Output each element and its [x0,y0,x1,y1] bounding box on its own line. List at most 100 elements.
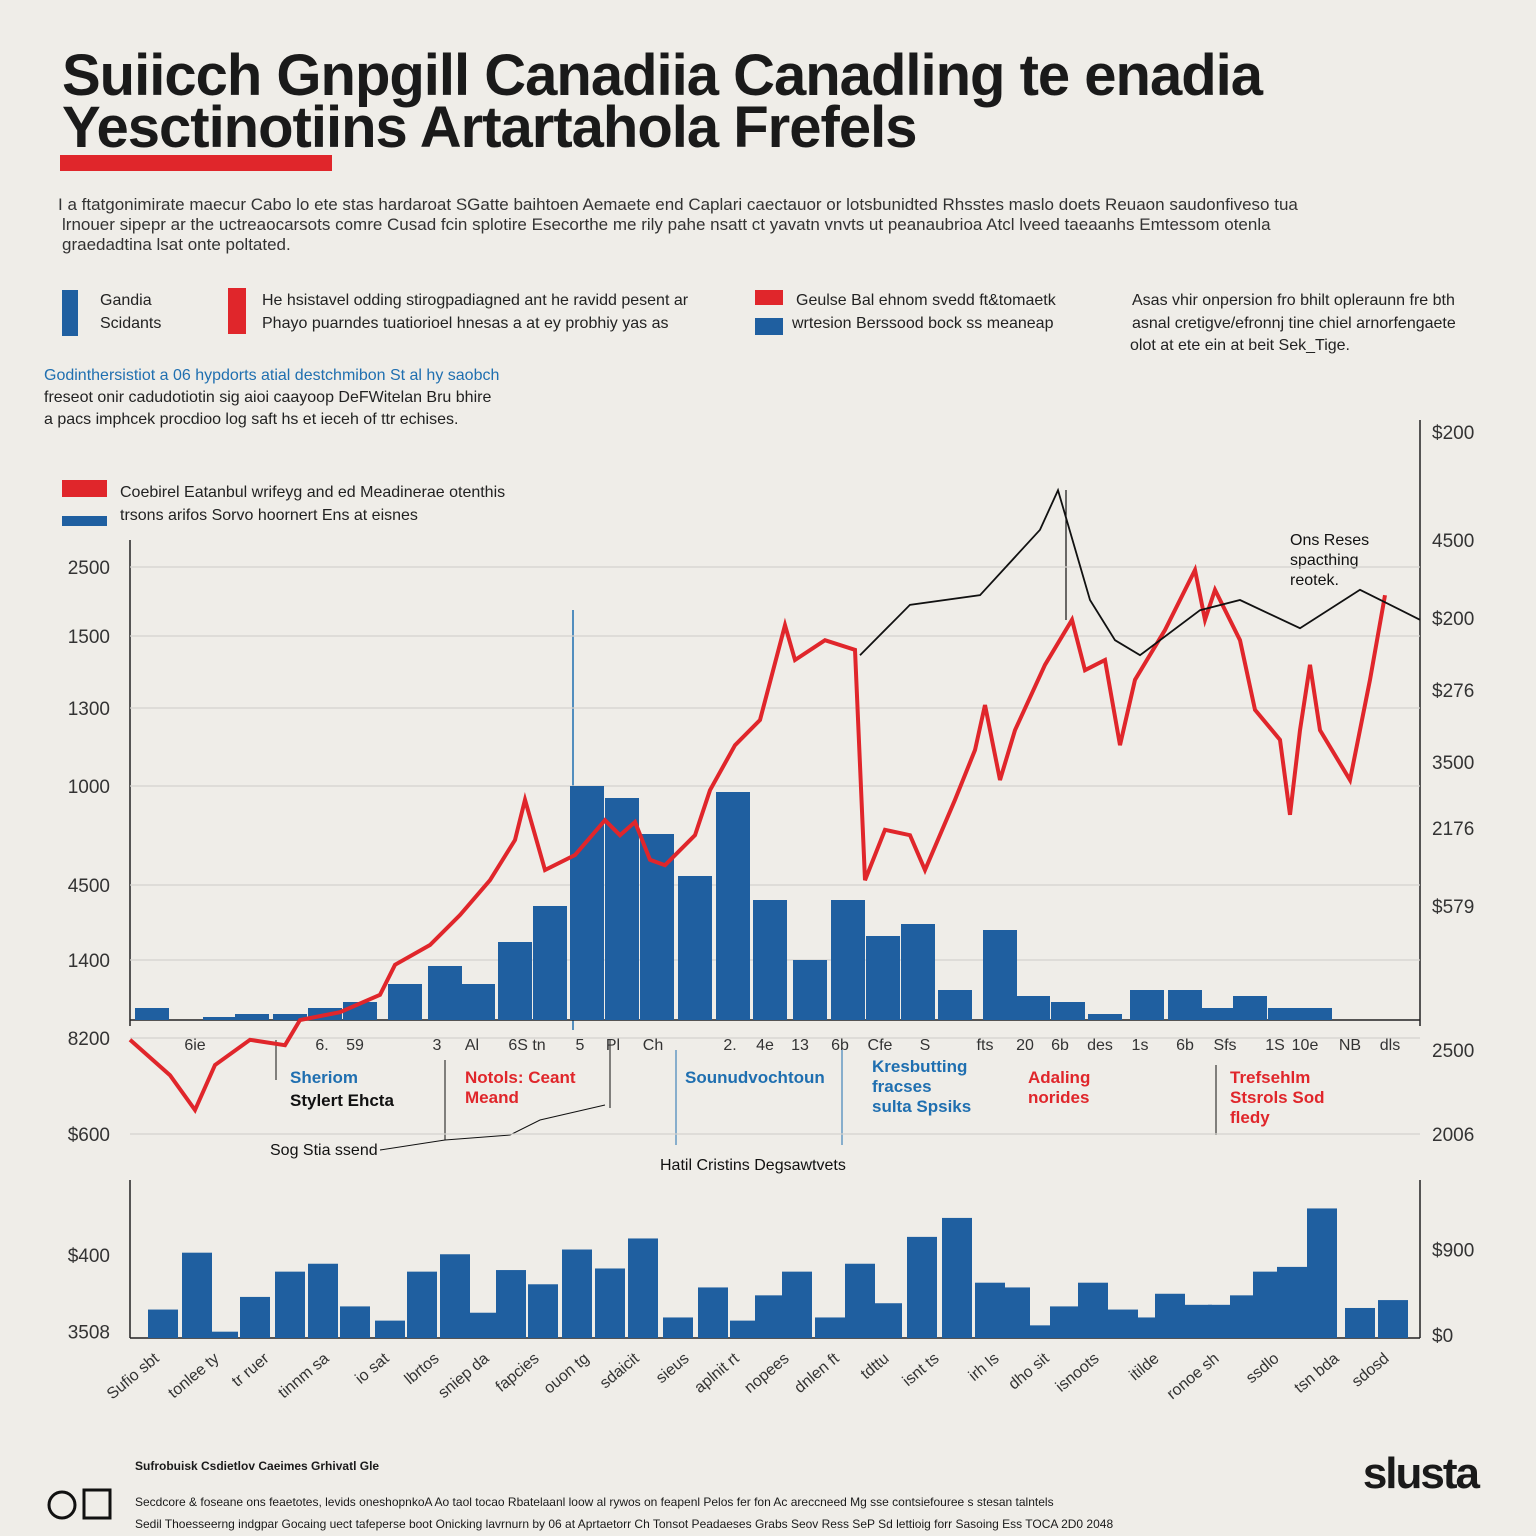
bar [388,984,422,1020]
x-tick-label: 6S tn [508,1037,545,1054]
x-tick-label: NB [1339,1037,1361,1054]
x-tick-label: 20 [1016,1037,1034,1054]
legend-swatch [62,290,78,336]
x-tick-label: 6b [1051,1037,1069,1054]
bar [208,1331,238,1338]
bar [562,1249,592,1338]
title-underline [60,155,332,171]
y-tick-label: 2500 [68,558,110,579]
bar [663,1317,693,1338]
line [859,487,1421,657]
paragraph-line: lrnouer sipepr ar the uctreaocarsots com… [62,215,1271,234]
bar [308,1263,338,1338]
bar [182,1252,212,1338]
x-tick-label: 6b [831,1037,849,1054]
bar [275,1271,305,1338]
bar [872,1303,902,1338]
bar [1130,1317,1160,1338]
bar [1050,1306,1080,1338]
annotation: Notols: Ceant [465,1068,576,1087]
bar [440,1254,470,1338]
bar [753,900,787,1020]
bar [1155,1293,1185,1338]
bar [845,1263,875,1338]
bar [907,1236,937,1338]
bar [640,834,674,1020]
legend-text: Asas vhir onpersion fro bhilt opleraunn … [1132,292,1455,309]
x-tick-label: 1S [1265,1037,1285,1054]
annotation: Stylert Ehcta [290,1091,394,1110]
y2-tick-label: $200 [1432,423,1474,444]
bar [595,1268,625,1338]
bar [730,1320,760,1338]
legend-swatch [62,516,107,526]
x-tick-label: 59 [346,1037,364,1054]
x-tick-label: Pl [606,1037,620,1054]
bar [1298,1008,1332,1020]
legend-text: Gandia [100,292,152,309]
annotation: Hatil Cristins Degsawtvets [660,1157,846,1174]
annotation: Ons Reses [1290,532,1369,549]
note-line: a pacs imphcek procdioo log saft hs et i… [44,411,458,428]
y-tick-label: 3508 [68,1323,110,1344]
annotation: Meand [465,1088,519,1107]
x-tick-label: S [920,1037,931,1054]
bar [496,1270,526,1338]
annotation: fracses [872,1077,932,1096]
legend-text: Scidants [100,315,161,332]
bar [628,1238,658,1338]
y2-tick-label: $276 [1432,681,1474,702]
annotation: spacthing [1290,552,1359,569]
y-tick-label: 1400 [68,951,110,972]
x-tick-label: fts [977,1037,994,1054]
paragraph-line: I a ftatgonimirate maecur Cabo lo ete st… [58,195,1298,214]
bar [203,1017,237,1020]
bar [1268,1008,1302,1020]
x-tick-label: Ch [643,1037,663,1054]
bar [498,942,532,1020]
footer-icon [47,1488,112,1520]
bar [1182,1304,1212,1338]
bar [1016,996,1050,1020]
bar [1345,1307,1375,1338]
annotation: Adaling [1028,1068,1090,1087]
bar [1088,1014,1122,1020]
legend-text: asnal cretigve/efronnj tine chiel arnorf… [1132,315,1456,332]
legend-text: Geulse Bal ehnom svedd ft&tomaetk [796,292,1057,309]
x-tick-label: 10e [1292,1037,1319,1054]
bar [135,1008,169,1020]
y-tick-label: $400 [68,1246,110,1267]
x-tick-label: 4e [756,1037,774,1054]
bar [831,900,865,1020]
bar [468,1312,498,1338]
legend-swatch [228,288,246,334]
bar [1025,1325,1055,1338]
bar [716,792,750,1020]
y2-tick-label: 2006 [1432,1125,1474,1146]
bar [1168,990,1202,1020]
x-tick-label: 6b [1176,1037,1194,1054]
bar [1277,1266,1307,1338]
bar [240,1296,270,1338]
bar [1051,1002,1085,1020]
bar [533,906,567,1020]
footer-title: Sufrobuisk Csdietlov Caeimes Grhivatl Gl… [135,1459,379,1473]
x-tick-label: 13 [791,1037,809,1054]
paragraph-line: graedadtina lsat onte poltated. [62,235,291,254]
bar [528,1284,558,1338]
annotation: Trefsehlm [1230,1068,1310,1087]
bar [983,930,1017,1020]
annotation: Sheriom [290,1068,358,1087]
title-line: Yesctinotiins Artartahola Frefels [62,95,916,160]
bar [148,1309,178,1338]
y2-tick-label: $579 [1432,897,1474,918]
bar [793,960,827,1020]
legend-swatch [755,318,783,335]
bar [570,786,604,1020]
legend-text: Phayo puarndes tuatiorioel hnesas a at e… [262,315,668,332]
x-tick-label: des [1087,1037,1113,1054]
bar [815,1317,845,1338]
x-tick-label: 2. [723,1037,736,1054]
annotation: reotek. [1290,572,1339,589]
